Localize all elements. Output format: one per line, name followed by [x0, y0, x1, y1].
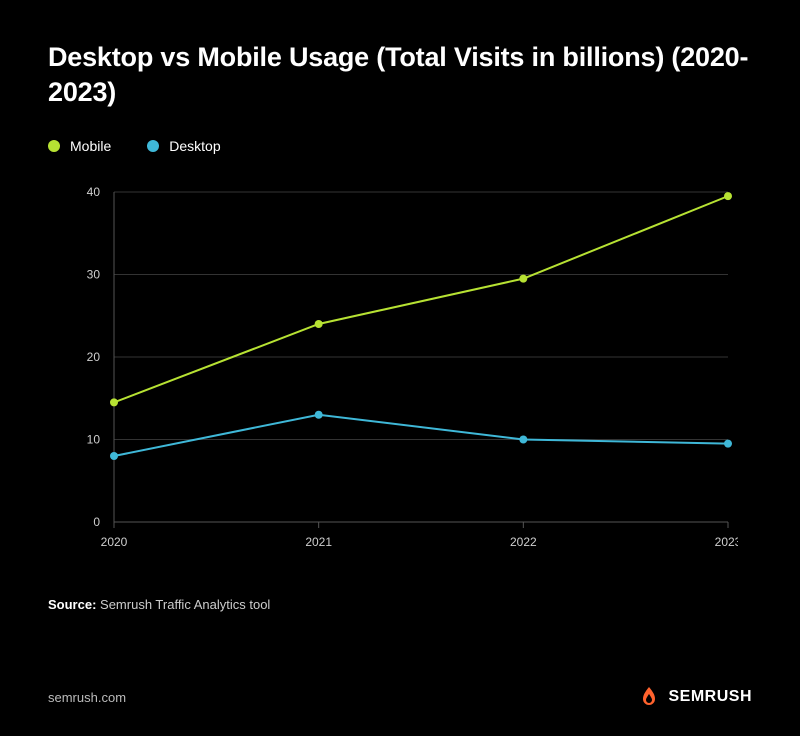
- legend-dot: [48, 140, 60, 152]
- source-text: Semrush Traffic Analytics tool: [100, 597, 270, 612]
- legend-item: Mobile: [48, 138, 111, 154]
- y-tick-label: 40: [87, 185, 101, 199]
- data-point: [724, 440, 732, 448]
- data-point: [519, 275, 527, 283]
- data-point: [315, 320, 323, 328]
- data-point: [110, 452, 118, 460]
- flame-icon: [638, 686, 660, 708]
- chart-svg: 0 10 20 30 40 2020 2021 2022 2023: [58, 182, 738, 562]
- y-tick-label: 30: [87, 268, 101, 282]
- y-tick-label: 0: [93, 515, 100, 529]
- footer-domain: semrush.com: [48, 690, 126, 705]
- x-tick-label: 2020: [101, 535, 128, 549]
- source-line: Source: Semrush Traffic Analytics tool: [48, 597, 752, 612]
- legend-label: Mobile: [70, 138, 111, 154]
- legend-label: Desktop: [169, 138, 220, 154]
- line-chart: 0 10 20 30 40 2020 2021 2022 2023: [58, 182, 752, 567]
- brand-name: SEMRUSH: [668, 688, 752, 706]
- x-tick-label: 2023: [715, 535, 738, 549]
- legend-dot: [147, 140, 159, 152]
- data-point: [315, 411, 323, 419]
- data-point: [519, 436, 527, 444]
- y-tick-label: 20: [87, 350, 101, 364]
- x-tick-label: 2021: [305, 535, 332, 549]
- data-point: [724, 192, 732, 200]
- series-line-desktop: [114, 415, 728, 456]
- brand: SEMRUSH: [638, 686, 752, 708]
- data-point: [110, 399, 118, 407]
- y-tick-label: 10: [87, 433, 101, 447]
- series-line-mobile: [114, 196, 728, 402]
- chart-title: Desktop vs Mobile Usage (Total Visits in…: [48, 40, 752, 110]
- source-prefix: Source:: [48, 597, 96, 612]
- legend-item: Desktop: [147, 138, 220, 154]
- legend: Mobile Desktop: [48, 138, 752, 154]
- x-tick-label: 2022: [510, 535, 537, 549]
